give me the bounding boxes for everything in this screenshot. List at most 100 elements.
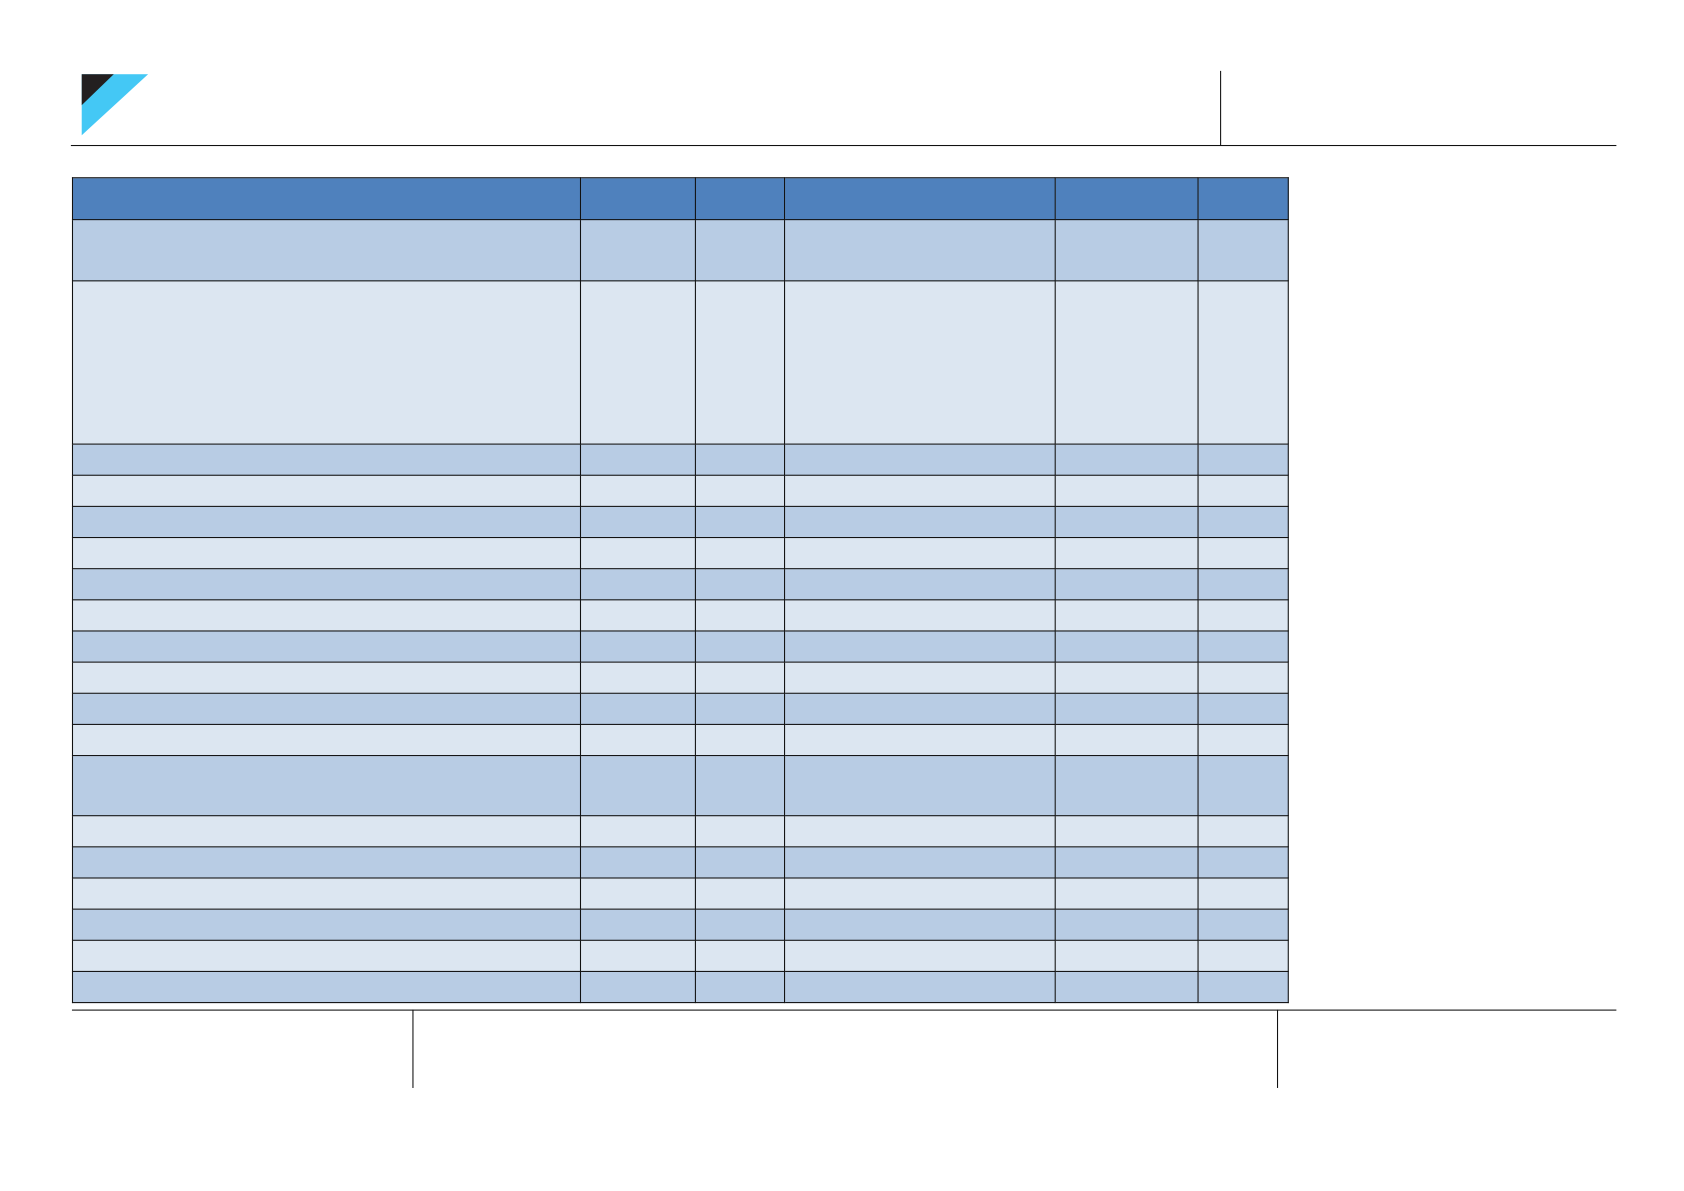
table-cell: [784, 970, 1056, 1004]
table-cell: [579, 723, 696, 757]
table-row: [71, 939, 1289, 972]
data-table: [71, 177, 1289, 1004]
table-cell: [71, 536, 582, 570]
table-row: [71, 877, 1289, 910]
table-row: [71, 661, 1289, 694]
table-cell: [1197, 939, 1289, 972]
table-cell: [1197, 474, 1289, 507]
table-row: [71, 846, 1289, 879]
table-cell: [694, 692, 786, 725]
table-cell: [1197, 505, 1289, 539]
table-cell: [579, 505, 696, 539]
table-cell: [71, 505, 582, 539]
table-cell: [71, 661, 582, 694]
table-cell: [579, 219, 696, 282]
table-cell: [694, 846, 786, 879]
table-cell: [579, 474, 696, 507]
table-cell: [1054, 443, 1199, 476]
table-cell: [1197, 815, 1289, 848]
table-cell: [694, 877, 786, 910]
table-cell: [71, 815, 582, 848]
table-cell: [1197, 877, 1289, 910]
table-cell: [71, 599, 582, 632]
table-cell: [1197, 755, 1289, 817]
table-row: [71, 630, 1289, 663]
table-cell: [784, 661, 1056, 694]
table-cell: [1197, 630, 1289, 663]
table-cell: [71, 630, 582, 663]
table-cell: [1054, 908, 1199, 941]
table-cell: [694, 568, 786, 601]
table-cell: [71, 219, 582, 282]
table-cell: [784, 939, 1056, 972]
table-row: [71, 692, 1289, 725]
table-cell: [1054, 599, 1199, 632]
table-cell: [71, 908, 582, 941]
table-row: [71, 280, 1289, 445]
table-cell: [1197, 280, 1289, 445]
table-cell: [694, 939, 786, 972]
table-cell: [1054, 505, 1199, 539]
table-cell: [784, 568, 1056, 601]
table-cell: [1054, 661, 1199, 694]
table-cell: [1054, 630, 1199, 663]
table-row: [71, 908, 1289, 941]
column-header: [1054, 177, 1199, 221]
table-cell: [1197, 536, 1289, 570]
table-cell: [784, 877, 1056, 910]
header-rule: [70, 144, 1617, 146]
table-cell: [1197, 692, 1289, 725]
table-cell: [694, 599, 786, 632]
table-cell: [579, 755, 696, 817]
table-cell: [579, 846, 696, 879]
table-cell: [784, 536, 1056, 570]
table-cell: [1197, 723, 1289, 757]
table-cell: [1054, 568, 1199, 601]
table-cell: [71, 970, 582, 1004]
table-cell: [694, 443, 786, 476]
table-row: [71, 815, 1289, 848]
table-cell: [1054, 815, 1199, 848]
table-row: [71, 599, 1289, 632]
table-row: [71, 443, 1289, 476]
table-cell: [579, 568, 696, 601]
table-cell: [694, 474, 786, 507]
table-cell: [694, 536, 786, 570]
table-cell: [694, 815, 786, 848]
table-cell: [579, 970, 696, 1004]
table-cell: [71, 692, 582, 725]
column-header: [579, 177, 696, 221]
table-cell: [579, 877, 696, 910]
table-cell: [784, 908, 1056, 941]
table-cell: [71, 723, 582, 757]
table-cell: [579, 939, 696, 972]
table-cell: [694, 908, 786, 941]
table-cell: [579, 443, 696, 476]
table-cell: [1197, 661, 1289, 694]
table-cell: [1054, 846, 1199, 879]
table-cell: [784, 505, 1056, 539]
table-row: [71, 723, 1289, 757]
table-cell: [579, 815, 696, 848]
table-cell: [784, 474, 1056, 507]
table-cell: [784, 219, 1056, 282]
table-cell: [784, 815, 1056, 848]
table-cell: [1054, 755, 1199, 817]
table-cell: [694, 505, 786, 539]
table-cell: [579, 908, 696, 941]
table-cell: [71, 280, 582, 445]
table-cell: [694, 755, 786, 817]
table-header-row: [71, 177, 1289, 221]
table-cell: [784, 755, 1056, 817]
footer-divider-right: [1276, 1009, 1279, 1088]
table-cell: [784, 443, 1056, 476]
table-cell: [1054, 474, 1199, 507]
table-cell: [579, 536, 696, 570]
column-header: [71, 177, 582, 221]
table-cell: [71, 877, 582, 910]
table-cell: [1054, 536, 1199, 570]
table-cell: [694, 661, 786, 694]
table-cell: [784, 599, 1056, 632]
table-cell: [579, 599, 696, 632]
table-row: [71, 568, 1289, 601]
